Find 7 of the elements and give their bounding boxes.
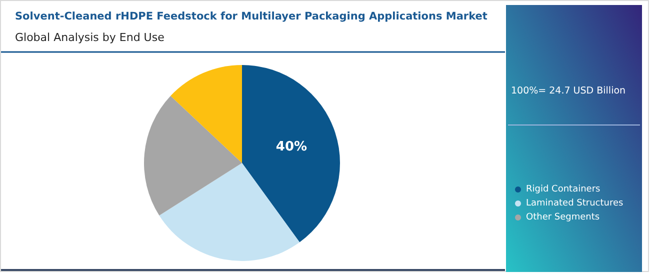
legend-label: Other Segments bbox=[526, 212, 600, 222]
legend-label: Laminated Structures bbox=[526, 198, 624, 208]
chart-subtitle: Global Analysis by End Use bbox=[15, 31, 165, 44]
text: 100%= 24.7 USD Billion bbox=[511, 86, 626, 96]
legend-label: Rigid Containers bbox=[526, 184, 601, 194]
chart-title: Solvent-Cleaned rHDPE Feedstock for Multilayer Packaging Applications Market bbox=[15, 10, 488, 22]
data-label: 40% bbox=[276, 139, 308, 154]
